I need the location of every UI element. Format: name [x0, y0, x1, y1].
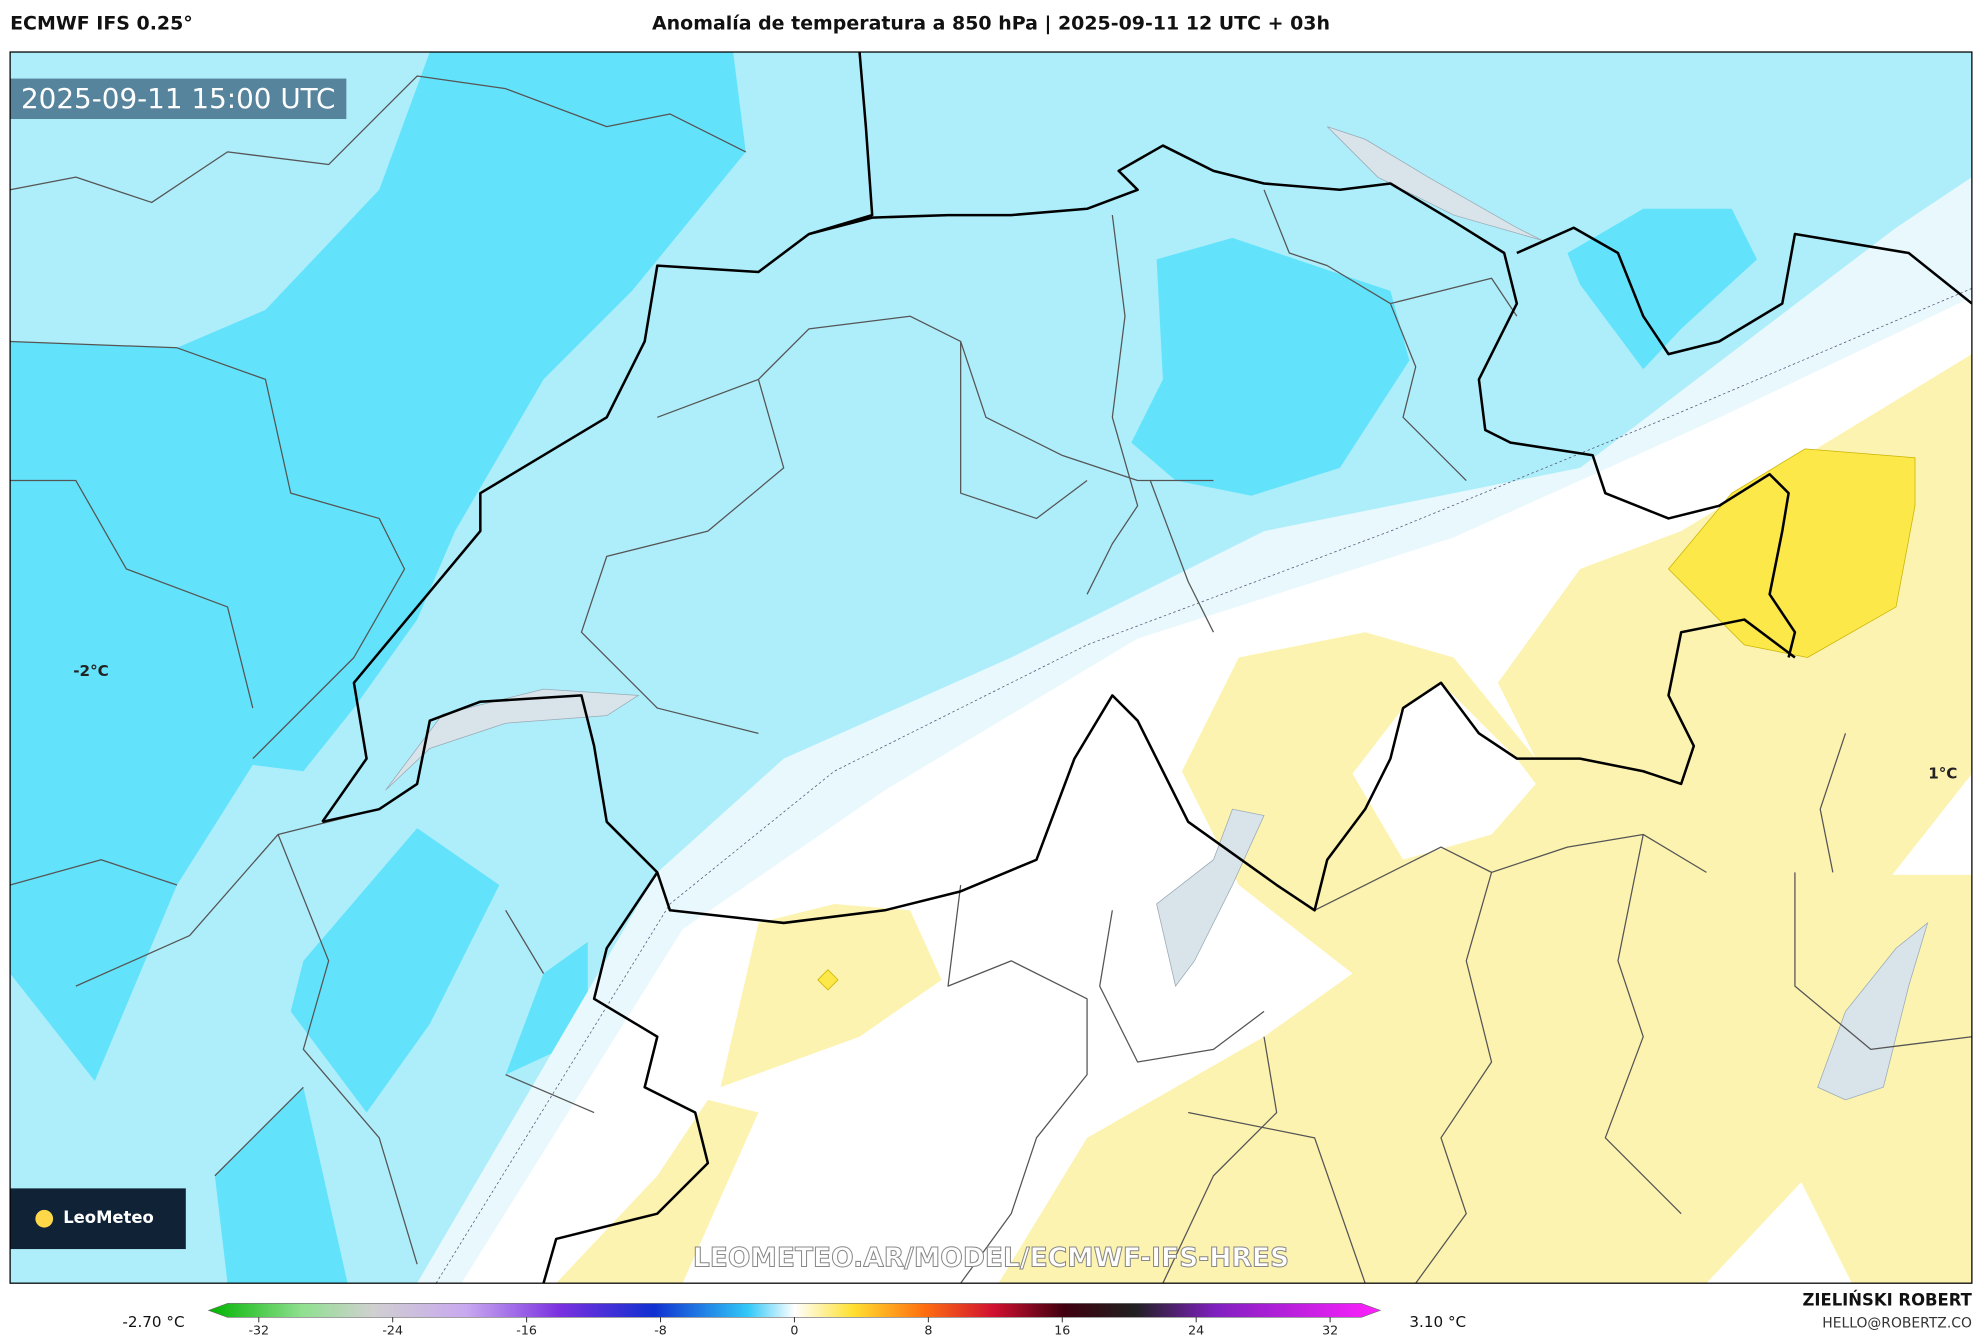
region-border — [10, 75, 747, 1265]
country-border — [542, 52, 1972, 1284]
map: 2025-09-11 15:00 UTC -2°C 1°C LeoMeteo L… — [10, 52, 1972, 1284]
colorbar-tick-label: 32 — [1322, 1323, 1338, 1338]
colorbar-tick-label: 0 — [790, 1323, 798, 1338]
region-border — [580, 189, 1518, 734]
colorbar-tick-label: -32 — [248, 1323, 269, 1338]
colorbar-tick-label: 24 — [1188, 1323, 1204, 1338]
colorbar-tick-label: -16 — [516, 1323, 537, 1338]
colorbar-max: 3.10 °C — [1409, 1313, 1466, 1331]
warm-core — [1668, 448, 1916, 658]
country-border — [322, 618, 1796, 925]
cold-region — [1567, 208, 1758, 370]
isoline — [435, 288, 1972, 1284]
logo: LeoMeteo — [63, 1208, 154, 1227]
author: ZIELIŃSKI ROBERT — [1802, 1290, 1972, 1309]
lake — [1817, 921, 1929, 1101]
lake — [1156, 808, 1265, 988]
contact: HELLO@ROBERTZ.CO — [1822, 1316, 1972, 1332]
region-border — [947, 733, 1972, 1284]
valid-time: 2025-09-11 15:00 UTC — [21, 82, 335, 115]
colorbar-min: -2.70 °C — [122, 1313, 184, 1331]
warm-core — [817, 969, 839, 991]
watermark: LEOMETEO.AR/MODEL/ECMWF-IFS-HRES — [693, 1243, 1289, 1274]
country-border — [321, 144, 1797, 823]
map-title: Anomalía de temperatura a 850 hPa | 2025… — [652, 13, 1330, 35]
model-label: ECMWF IFS 0.25° — [10, 13, 193, 35]
isoline-label: -2°C — [73, 662, 109, 680]
colorbar-tick-label: -24 — [382, 1323, 403, 1338]
warm-region — [556, 1099, 759, 1284]
colorbar-tick-label: 8 — [924, 1323, 932, 1338]
colorbar-tick-label: 16 — [1054, 1323, 1070, 1338]
time-badge — [10, 78, 347, 120]
cold-region — [214, 1087, 348, 1284]
isoline-label: 1°C — [1928, 764, 1957, 782]
map-frame — [9, 51, 1973, 1284]
colorbar-tick-label: -8 — [654, 1323, 667, 1338]
cold-region — [1131, 237, 1410, 496]
warm-region — [720, 903, 942, 1088]
cold-region — [290, 828, 500, 1113]
colorbar — [207, 1303, 1382, 1318]
cold-region — [10, 52, 746, 1081]
logo-sun — [35, 1209, 54, 1228]
zero-patch — [1706, 1182, 1852, 1284]
